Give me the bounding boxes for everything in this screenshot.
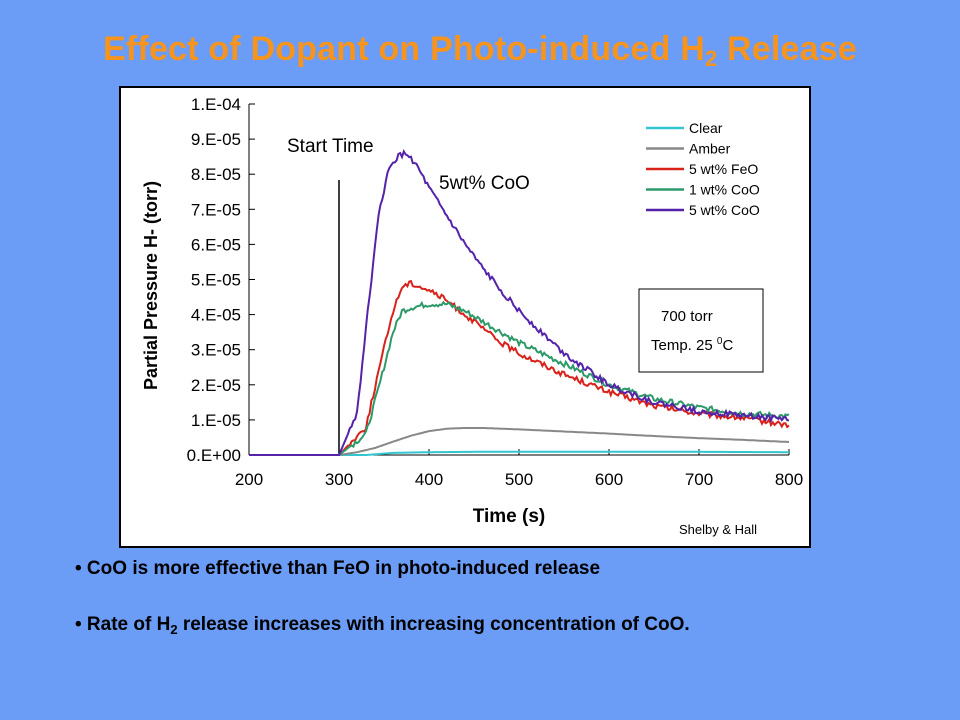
title-main: Effect of Dopant on Photo-induced H — [103, 30, 705, 68]
temp-value: Temp. 25 — [651, 337, 717, 354]
legend-label: 1 wt% CoO — [689, 182, 760, 198]
conditions-temperature: Temp. 25 0C — [651, 336, 733, 354]
legend-label: Clear — [689, 120, 723, 136]
y-tick-label: 2.E-05 — [191, 376, 241, 395]
bullet-subscript: 2 — [170, 622, 178, 637]
temp-unit: C — [722, 337, 733, 354]
x-tick-label: 200 — [235, 470, 263, 489]
title-end: Release — [717, 30, 857, 68]
slide-title: Effect of Dopant on Photo-induced H2 Rel… — [0, 30, 960, 72]
y-tick-label: 9.E-05 — [191, 130, 241, 149]
x-axis-title: Time (s) — [473, 506, 546, 527]
line-chart: 0.E+00 1.E-05 2.E-05 3.E-05 4.E-05 5.E-05 6.E-… — [141, 95, 803, 537]
bullet-item: • Rate of H2 release increases with incr… — [75, 614, 690, 637]
y-tick-label: 1.E-05 — [191, 411, 241, 430]
chart-frame: 0.E+00 1.E-05 2.E-05 3.E-05 4.E-05 5.E-05 6.E-… — [119, 86, 811, 548]
legend-label: Amber — [689, 141, 731, 157]
bullet-text: • Rate of H — [75, 614, 171, 635]
y-tick-label: 5.E-05 — [191, 271, 241, 290]
x-tick-label: 300 — [325, 470, 353, 489]
bullet-item: • CoO is more effective than FeO in phot… — [75, 558, 600, 580]
conditions-pressure: 700 torr — [661, 308, 713, 325]
start-time-label: Start Time — [287, 136, 374, 157]
x-tick-label: 700 — [685, 470, 713, 489]
y-axis-title: Partial Pressure H- (torr) — [141, 181, 161, 390]
x-tick-label: 800 — [775, 470, 803, 489]
y-tick-label: 3.E-05 — [191, 341, 241, 360]
peak-series-label: 5wt% CoO — [439, 173, 530, 194]
x-tick-label: 600 — [595, 470, 623, 489]
y-tick-label: 7.E-05 — [191, 200, 241, 219]
title-subscript: 2 — [704, 46, 718, 71]
bullet-text: • CoO is more effective than FeO in phot… — [75, 558, 601, 579]
bullet-text-end: release increases with increasing concen… — [177, 614, 690, 635]
y-tick-label: 1.E-04 — [191, 95, 241, 114]
conditions-box — [638, 288, 764, 373]
legend-label: 5 wt% FeO — [689, 161, 758, 177]
y-tick-label: 0.E+00 — [187, 446, 241, 465]
y-tick-label: 8.E-05 — [191, 165, 241, 184]
series-line — [249, 148, 790, 456]
x-tick-label: 400 — [415, 470, 443, 489]
temp-degree: 0 — [717, 336, 723, 347]
legend-label: 5 wt% CoO — [689, 202, 760, 218]
y-tick-label: 4.E-05 — [191, 306, 241, 325]
credit-label: Shelby & Hall — [679, 522, 757, 537]
y-tick-label: 6.E-05 — [191, 235, 241, 254]
x-tick-label: 500 — [505, 470, 533, 489]
